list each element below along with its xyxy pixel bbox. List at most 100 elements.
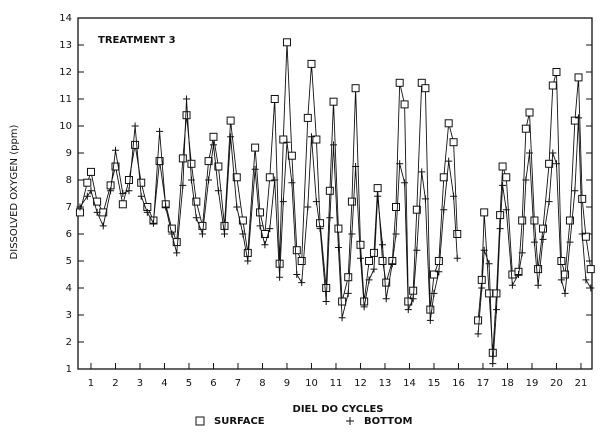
surface-marker <box>334 224 343 233</box>
surface-marker <box>322 284 331 292</box>
surface-marker <box>265 173 274 182</box>
y-axis-label: DISSOLVED OXYGEN (ppm) <box>9 124 20 259</box>
bottom-marker <box>352 163 360 170</box>
surface-marker <box>578 194 587 203</box>
bottom-marker <box>388 260 396 268</box>
surface-marker <box>395 78 404 87</box>
surface-marker <box>204 157 213 166</box>
x-tick-label: 2 <box>112 378 118 389</box>
x-tick-label: 15 <box>428 378 441 389</box>
surface-marker <box>552 68 561 76</box>
bottom-marker <box>365 276 373 284</box>
surface-marker <box>539 224 548 233</box>
bottom-marker <box>571 187 579 195</box>
bottom-marker <box>545 198 553 206</box>
legend-label: SURFACE <box>214 416 265 427</box>
x-tick-label: 14 <box>403 378 416 389</box>
bottom-marker <box>360 303 368 311</box>
bottom-marker <box>266 225 274 233</box>
surface-marker <box>444 119 453 128</box>
x-tick-label: 7 <box>235 378 241 389</box>
surface-marker <box>172 238 181 247</box>
bottom-marker <box>499 181 507 189</box>
bottom-marker <box>557 276 565 284</box>
surface-marker <box>182 111 191 120</box>
surface-marker <box>480 208 489 217</box>
bottom-marker <box>76 203 84 211</box>
bottom-marker <box>485 260 493 268</box>
y-tick-label: 11 <box>59 94 72 105</box>
x-tick-label: 20 <box>550 378 563 389</box>
bottom-marker <box>409 295 417 303</box>
surface-marker <box>545 159 554 168</box>
y-tick-label: 1 <box>66 364 72 375</box>
bottom-marker <box>561 289 569 297</box>
x-tick-label: 3 <box>137 378 143 389</box>
surface-marker <box>429 270 438 279</box>
bottom-marker <box>244 257 252 265</box>
surface-marker <box>453 230 462 238</box>
surface-marker <box>256 208 265 217</box>
y-tick-label: 10 <box>59 121 72 132</box>
bottom-marker <box>239 230 247 238</box>
bottom-marker <box>288 179 296 187</box>
bottom-marker <box>418 168 426 176</box>
bottom-marker <box>192 214 200 222</box>
bottom-marker <box>587 284 595 292</box>
surface-marker <box>365 257 374 265</box>
surface-marker <box>347 197 356 206</box>
surface-marker <box>525 108 534 117</box>
surface-marker <box>124 176 133 184</box>
bottom-marker <box>149 219 157 227</box>
y-tick-label: 6 <box>66 229 72 240</box>
legend-marker <box>195 416 205 426</box>
surface-marker <box>292 246 301 255</box>
surface-marker <box>382 278 391 287</box>
bottom-marker <box>489 360 497 368</box>
bottom-marker <box>198 230 206 238</box>
bottom-marker <box>440 206 448 214</box>
surface-marker <box>329 97 338 106</box>
surface-marker <box>534 265 543 274</box>
surface-marker <box>392 203 401 211</box>
surface-marker <box>312 135 321 144</box>
bottom-marker <box>93 208 101 216</box>
surface-marker <box>496 211 505 220</box>
bottom-marker <box>183 95 191 103</box>
x-tick-label: 4 <box>161 378 167 389</box>
x-tick-label: 16 <box>452 378 465 389</box>
bottom-marker <box>330 141 338 149</box>
bottom-marker <box>478 284 486 292</box>
surface-marker <box>373 184 382 193</box>
bottom-marker <box>582 276 590 284</box>
bottom-marker <box>271 176 279 184</box>
bottom-marker <box>348 230 356 238</box>
bottom-marker <box>276 273 284 281</box>
surface-marker <box>492 289 501 298</box>
bottom-marker <box>111 146 119 154</box>
x-axis-label: DIEL DO CYCLES <box>293 404 384 415</box>
x-tick-label: 6 <box>210 378 216 389</box>
surface-marker <box>192 197 201 206</box>
bottom-marker <box>187 176 195 184</box>
bottom-marker <box>552 160 560 168</box>
bottom-marker <box>279 198 287 206</box>
bottom-marker <box>83 192 91 200</box>
bottom-marker <box>492 306 500 314</box>
surface-marker <box>502 173 511 182</box>
bottom-marker <box>107 187 115 195</box>
x-tick-label: 1 <box>88 378 94 389</box>
surface-marker <box>356 240 365 249</box>
surface-marker <box>369 248 378 257</box>
bottom-marker <box>312 198 320 206</box>
surface-marker <box>449 138 458 147</box>
surface-marker <box>421 84 430 93</box>
bottom-marker <box>293 271 301 278</box>
bottom-marker <box>298 279 306 287</box>
y-tick-label: 7 <box>66 202 72 213</box>
bottom-marker <box>125 187 133 195</box>
surface-marker <box>238 216 247 225</box>
bottom-marker <box>480 246 488 254</box>
series-line <box>79 98 592 364</box>
